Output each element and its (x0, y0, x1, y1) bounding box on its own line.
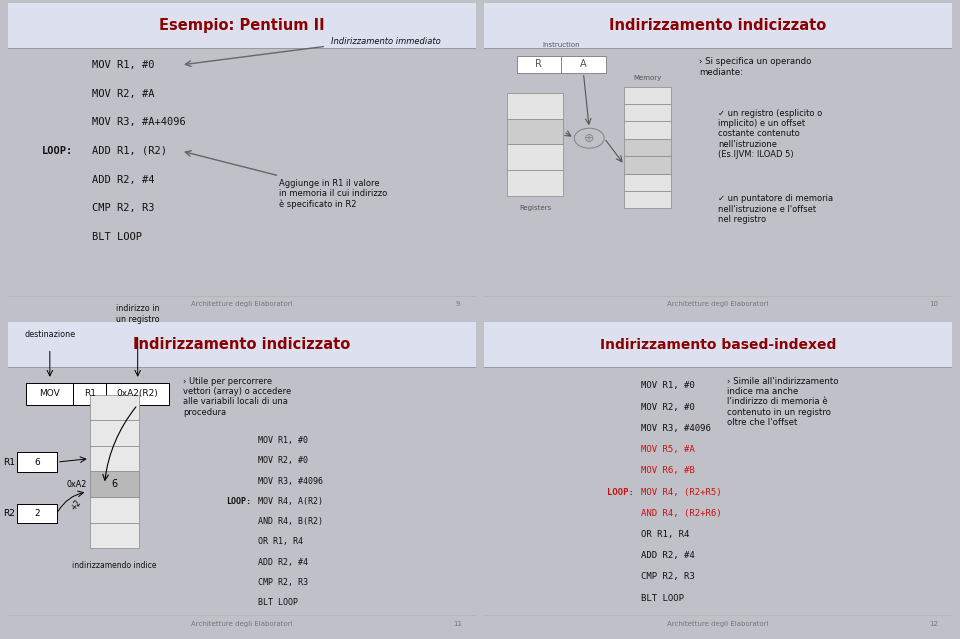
FancyBboxPatch shape (27, 383, 73, 404)
Text: MOV R3, #A+4096: MOV R3, #A+4096 (92, 118, 185, 127)
Text: Architetture degli Elaboratori: Architetture degli Elaboratori (191, 301, 293, 307)
Text: MOV R1, #0: MOV R1, #0 (640, 381, 694, 390)
Text: 12: 12 (929, 620, 938, 627)
Text: MOV R6, #B: MOV R6, #B (640, 466, 694, 475)
Text: CMP R2, R3: CMP R2, R3 (640, 573, 694, 581)
Text: Instruction: Instruction (542, 42, 580, 48)
Text: R1: R1 (84, 389, 96, 398)
Text: LOOP:: LOOP: (227, 497, 252, 506)
Text: indirizzo in
un registro: indirizzo in un registro (116, 304, 159, 323)
FancyBboxPatch shape (507, 144, 564, 170)
Text: 0xA2: 0xA2 (67, 480, 87, 489)
Text: OR R1, R4: OR R1, R4 (640, 530, 689, 539)
Text: R2: R2 (3, 509, 14, 518)
Text: › Utile per percorrere
vettori (array) o accedere
alle variabili locali di una
p: › Utile per percorrere vettori (array) o… (183, 376, 292, 417)
Text: MOV R4, A(R2): MOV R4, A(R2) (258, 497, 324, 506)
FancyBboxPatch shape (624, 121, 671, 139)
Text: 10: 10 (929, 301, 938, 307)
FancyBboxPatch shape (624, 157, 671, 174)
FancyBboxPatch shape (89, 395, 139, 420)
FancyBboxPatch shape (89, 523, 139, 548)
FancyBboxPatch shape (484, 322, 952, 367)
FancyBboxPatch shape (484, 3, 952, 48)
Text: LOOP:: LOOP: (607, 488, 634, 497)
Text: 9: 9 (455, 301, 460, 307)
Text: 11: 11 (453, 620, 462, 627)
Text: ADD R2, #4: ADD R2, #4 (640, 551, 694, 560)
FancyBboxPatch shape (89, 472, 139, 497)
Text: MOV R2, #0: MOV R2, #0 (640, 403, 694, 412)
FancyBboxPatch shape (89, 446, 139, 472)
Text: › Simile all'indirizzamento
indice ma anche
l'indirizzo di memoria è
contenuto i: › Simile all'indirizzamento indice ma an… (728, 376, 839, 427)
Text: ADD R1, (R2): ADD R1, (R2) (92, 146, 167, 156)
FancyBboxPatch shape (624, 139, 671, 157)
Text: +2: +2 (68, 498, 83, 512)
FancyBboxPatch shape (89, 420, 139, 446)
Text: BLT LOOP: BLT LOOP (258, 598, 299, 607)
Text: ✓ un registro (esplicito o
implicito) e un offset
costante contenuto
nell'istruz: ✓ un registro (esplicito o implicito) e … (718, 109, 823, 159)
Text: destinazione: destinazione (24, 330, 76, 339)
Text: ✓ un puntatore di memoria
nell'istruzione e l'offset
nel registro: ✓ un puntatore di memoria nell'istruzion… (718, 194, 833, 224)
Text: CMP R2, R3: CMP R2, R3 (258, 578, 308, 587)
Text: Aggiunge in R1 il valore
in memoria il cui indirizzo
è specificato in R2: Aggiunge in R1 il valore in memoria il c… (279, 179, 388, 210)
Text: MOV R3, #4096: MOV R3, #4096 (258, 477, 324, 486)
FancyBboxPatch shape (507, 170, 564, 196)
Text: 2: 2 (35, 509, 39, 518)
Text: Architetture degli Elaboratori: Architetture degli Elaboratori (667, 620, 769, 627)
FancyBboxPatch shape (516, 56, 562, 73)
Text: Esempio: Pentium II: Esempio: Pentium II (159, 17, 324, 33)
Text: Indirizzamento indicizzato: Indirizzamento indicizzato (133, 337, 350, 352)
Text: MOV: MOV (39, 389, 60, 398)
Text: Indirizzamento immediato: Indirizzamento immediato (331, 37, 441, 46)
FancyBboxPatch shape (89, 497, 139, 523)
Text: 6: 6 (111, 479, 117, 489)
Text: MOV R1, #0: MOV R1, #0 (258, 436, 308, 445)
FancyBboxPatch shape (8, 322, 476, 367)
FancyBboxPatch shape (73, 383, 106, 404)
FancyBboxPatch shape (624, 191, 671, 208)
Text: MOV R2, #A: MOV R2, #A (92, 89, 155, 98)
FancyBboxPatch shape (562, 56, 606, 73)
Text: ADD R2, #4: ADD R2, #4 (258, 558, 308, 567)
FancyBboxPatch shape (624, 104, 671, 121)
FancyBboxPatch shape (8, 3, 476, 48)
Text: Registers: Registers (519, 204, 551, 211)
FancyBboxPatch shape (507, 93, 564, 119)
FancyBboxPatch shape (17, 504, 57, 523)
FancyBboxPatch shape (624, 87, 671, 104)
FancyBboxPatch shape (17, 452, 57, 472)
Text: OR R1, R4: OR R1, R4 (258, 537, 303, 546)
Text: ⊕: ⊕ (584, 132, 594, 144)
Text: MOV R1, #0: MOV R1, #0 (92, 60, 155, 70)
Text: Indirizzamento indicizzato: Indirizzamento indicizzato (610, 17, 827, 33)
Text: AND R4, B(R2): AND R4, B(R2) (258, 517, 324, 526)
Text: 6: 6 (35, 458, 39, 466)
Text: Architetture degli Elaboratori: Architetture degli Elaboratori (667, 301, 769, 307)
Text: LOOP:: LOOP: (42, 146, 73, 156)
Text: CMP R2, R3: CMP R2, R3 (92, 203, 155, 213)
Text: Memory: Memory (634, 75, 662, 81)
Text: › Si specifica un operando
mediante:: › Si specifica un operando mediante: (699, 57, 812, 77)
Text: AND R4, (R2+R6): AND R4, (R2+R6) (640, 509, 721, 518)
Text: R1: R1 (3, 458, 14, 466)
Text: MOV R5, #A: MOV R5, #A (640, 445, 694, 454)
Text: MOV R3, #4096: MOV R3, #4096 (640, 424, 710, 433)
Text: R: R (536, 59, 542, 69)
Text: indirizzamendo indice: indirizzamendo indice (72, 560, 156, 569)
Text: Indirizzamento based-indexed: Indirizzamento based-indexed (600, 337, 836, 351)
FancyBboxPatch shape (106, 383, 169, 404)
Text: MOV R2, #0: MOV R2, #0 (258, 456, 308, 465)
Text: 0xA2(R2): 0xA2(R2) (117, 389, 158, 398)
Text: ADD R2, #4: ADD R2, #4 (92, 174, 155, 185)
Text: BLT LOOP: BLT LOOP (92, 232, 142, 242)
Text: A: A (580, 59, 587, 69)
Text: Architetture degli Elaboratori: Architetture degli Elaboratori (191, 620, 293, 627)
FancyBboxPatch shape (624, 174, 671, 191)
FancyBboxPatch shape (507, 119, 564, 144)
Text: BLT LOOP: BLT LOOP (640, 594, 684, 603)
Text: MOV R4, (R2+R5): MOV R4, (R2+R5) (640, 488, 721, 497)
